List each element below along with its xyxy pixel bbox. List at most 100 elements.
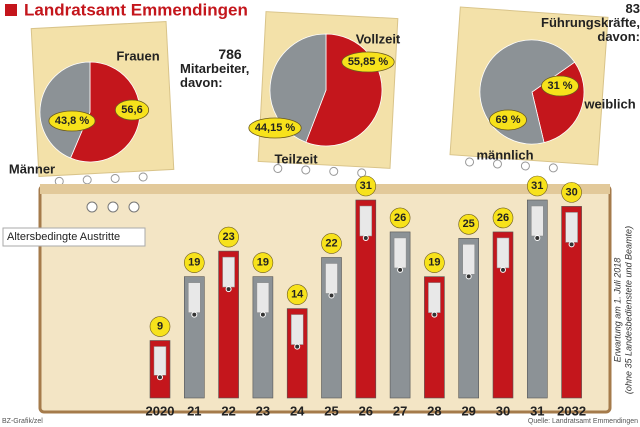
value-bubble [355, 175, 377, 197]
folder-label [222, 256, 235, 288]
value-bubble [286, 284, 308, 305]
value-bubble [458, 214, 480, 235]
value-label: 19 [428, 257, 440, 269]
value-label: 56,6 [121, 104, 142, 116]
folder-label [359, 205, 373, 237]
binder-hole [82, 175, 92, 185]
value-label: 22 [325, 237, 337, 249]
value-label: 44,15 % [255, 122, 296, 134]
x-tick-label: 27 [393, 403, 407, 418]
label-bubble [48, 110, 96, 132]
value-bubble [149, 316, 171, 337]
x-tick-label: 23 [256, 403, 270, 418]
value-label: 19 [257, 257, 269, 269]
value-label: 31 % [547, 80, 572, 92]
category-label: männlich [476, 147, 533, 162]
folder-label [325, 263, 338, 294]
x-tick-label: 29 [461, 403, 475, 418]
folder-ring [362, 235, 369, 241]
value-bubble [389, 207, 411, 229]
folder-label [188, 282, 201, 313]
value-label: 25 [463, 218, 475, 230]
folder-label [496, 237, 510, 269]
value-bubble [252, 252, 274, 273]
folder-ring [225, 286, 232, 293]
folder-label [565, 212, 578, 243]
pie-title: Führungskräfte, davon: [541, 15, 640, 44]
pie-slice [39, 61, 91, 159]
bar-title: Altersbedingte Austritte [7, 231, 120, 243]
x-tick-label: 2020 [146, 403, 175, 418]
value-label: 31 [531, 180, 543, 192]
value-label: 30 [565, 186, 577, 198]
value-bubble [561, 182, 582, 203]
x-tick-label: 26 [359, 403, 373, 418]
category-label: Frauen [116, 48, 159, 63]
page-title: Landratsamt Emmendingen [24, 0, 248, 19]
value-bubble [492, 207, 514, 229]
bar-title-box [2, 227, 146, 247]
note: Erwartung am 1. Juli 2018 [612, 258, 622, 363]
bar [561, 206, 582, 399]
value-bubble [218, 226, 239, 248]
value-label: 26 [394, 212, 406, 224]
bar [526, 199, 548, 399]
label-bubble [114, 99, 150, 121]
value-label: 19 [188, 257, 200, 269]
folder-ring [500, 266, 506, 273]
folder-ring [465, 273, 472, 280]
category-label: Männer [9, 161, 55, 176]
bar [492, 231, 514, 399]
binder-hole [110, 173, 120, 183]
x-tick-label: 24 [290, 403, 305, 418]
value-bubble [321, 233, 342, 254]
x-tick-label: 2032 [557, 403, 586, 418]
x-tick-label: 31 [530, 403, 544, 418]
value-label: 9 [157, 320, 163, 332]
board-flap [40, 184, 610, 194]
bar [389, 231, 411, 399]
folder-ring [431, 311, 438, 318]
folder-ring [294, 343, 301, 350]
label-bubble [248, 117, 302, 139]
folder-label [428, 282, 441, 313]
folder-ring [328, 292, 335, 299]
value-label: 55,85 % [348, 56, 389, 68]
bar [458, 238, 480, 399]
binder-hole [273, 163, 283, 173]
x-tick-label: 30 [496, 403, 510, 418]
count: 83 [625, 1, 640, 16]
binder-hole [465, 157, 475, 167]
folder-ring [397, 266, 404, 273]
label-bubble [341, 51, 395, 73]
bar [355, 199, 377, 399]
category-label: Teilzeit [274, 151, 318, 166]
folder-ring [534, 235, 541, 241]
bar [218, 250, 239, 399]
folder-label [393, 237, 407, 269]
value-bubble [424, 252, 445, 273]
binder-hole [492, 159, 502, 169]
category-label: Vollzeit [356, 31, 401, 46]
pie-slice [69, 61, 141, 163]
binder-hole [138, 172, 148, 182]
value-bubble [184, 252, 205, 273]
label-bubble [541, 75, 579, 97]
value-label: 31 [360, 180, 372, 192]
folder-label [256, 282, 270, 313]
folder-ring [568, 241, 575, 248]
x-tick-label: 25 [324, 403, 338, 418]
x-tick-label: 21 [187, 403, 201, 418]
label-bubble [489, 109, 527, 131]
folder-ring [259, 311, 266, 318]
category-label: weiblich [583, 96, 635, 111]
pie-title: Mitarbeiter, davon: [180, 61, 250, 90]
value-label: 69 % [495, 114, 520, 126]
value-label: 23 [222, 231, 234, 243]
note: (ohne 35 Landesbedienstete und Beamte) [623, 226, 633, 394]
folder-label [290, 314, 304, 345]
folder-ring [191, 311, 198, 318]
x-tick-label: 22 [221, 403, 235, 418]
